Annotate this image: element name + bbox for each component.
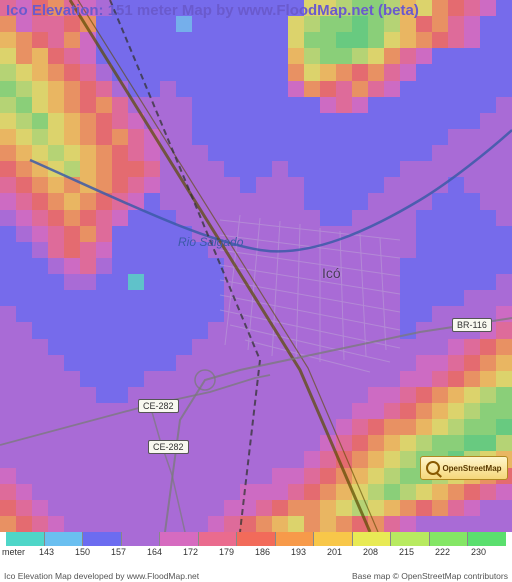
- legend-seg: [83, 532, 122, 546]
- road-badge-ce282-1: CE-282: [138, 399, 179, 413]
- footer-credit-left: Ico Elevation Map developed by www.Flood…: [4, 571, 199, 581]
- legend-tick: 208: [362, 547, 398, 561]
- legend-tick: 186: [254, 547, 290, 561]
- legend-tick: 164: [146, 547, 182, 561]
- road-badge-br116: BR-116: [452, 318, 492, 332]
- osm-attribution-logo[interactable]: OpenStreetMap: [420, 456, 508, 480]
- legend-seg: [122, 532, 161, 546]
- legend-tick-labels: 143150157164172179186193201208215222230: [38, 547, 506, 561]
- river-label: Rio Salgado: [178, 235, 243, 249]
- legend-color-bar: [6, 532, 506, 546]
- city-label: Icó: [322, 265, 341, 281]
- legend-tick: 157: [110, 547, 146, 561]
- legend-seg: [353, 532, 392, 546]
- legend-seg: [45, 532, 84, 546]
- road-badge-ce282-2: CE-282: [148, 440, 189, 454]
- legend-tick: 179: [218, 547, 254, 561]
- footer-credit-right: Base map © OpenStreetMap contributors: [352, 571, 508, 581]
- elevation-legend: meter 1431501571641721791861932012082152…: [0, 532, 512, 570]
- city-streets: [0, 0, 512, 532]
- legend-seg: [276, 532, 315, 546]
- legend-seg: [237, 532, 276, 546]
- legend-seg: [314, 532, 353, 546]
- legend-tick: 230: [470, 547, 506, 561]
- map-container: Ico Elevation: 151 meter Map by www.Floo…: [0, 0, 512, 582]
- legend-tick: 150: [74, 547, 110, 561]
- legend-tick: 193: [290, 547, 326, 561]
- legend-tick: 143: [38, 547, 74, 561]
- legend-unit: meter: [2, 547, 25, 557]
- legend-seg: [160, 532, 199, 546]
- osm-logo-text: OpenStreetMap: [442, 464, 501, 473]
- magnifier-icon: [426, 461, 440, 475]
- legend-seg: [391, 532, 430, 546]
- legend-tick: 201: [326, 547, 362, 561]
- legend-tick: 172: [182, 547, 218, 561]
- legend-seg: [468, 532, 506, 546]
- page-title: Ico Elevation: 151 meter Map by www.Floo…: [6, 2, 419, 19]
- legend-seg: [199, 532, 238, 546]
- legend-tick: 215: [398, 547, 434, 561]
- legend-seg: [430, 532, 469, 546]
- elevation-map[interactable]: Icó Rio Salgado BR-116 CE-282 CE-282 Ope…: [0, 0, 512, 532]
- legend-tick: 222: [434, 547, 470, 561]
- legend-seg: [6, 532, 45, 546]
